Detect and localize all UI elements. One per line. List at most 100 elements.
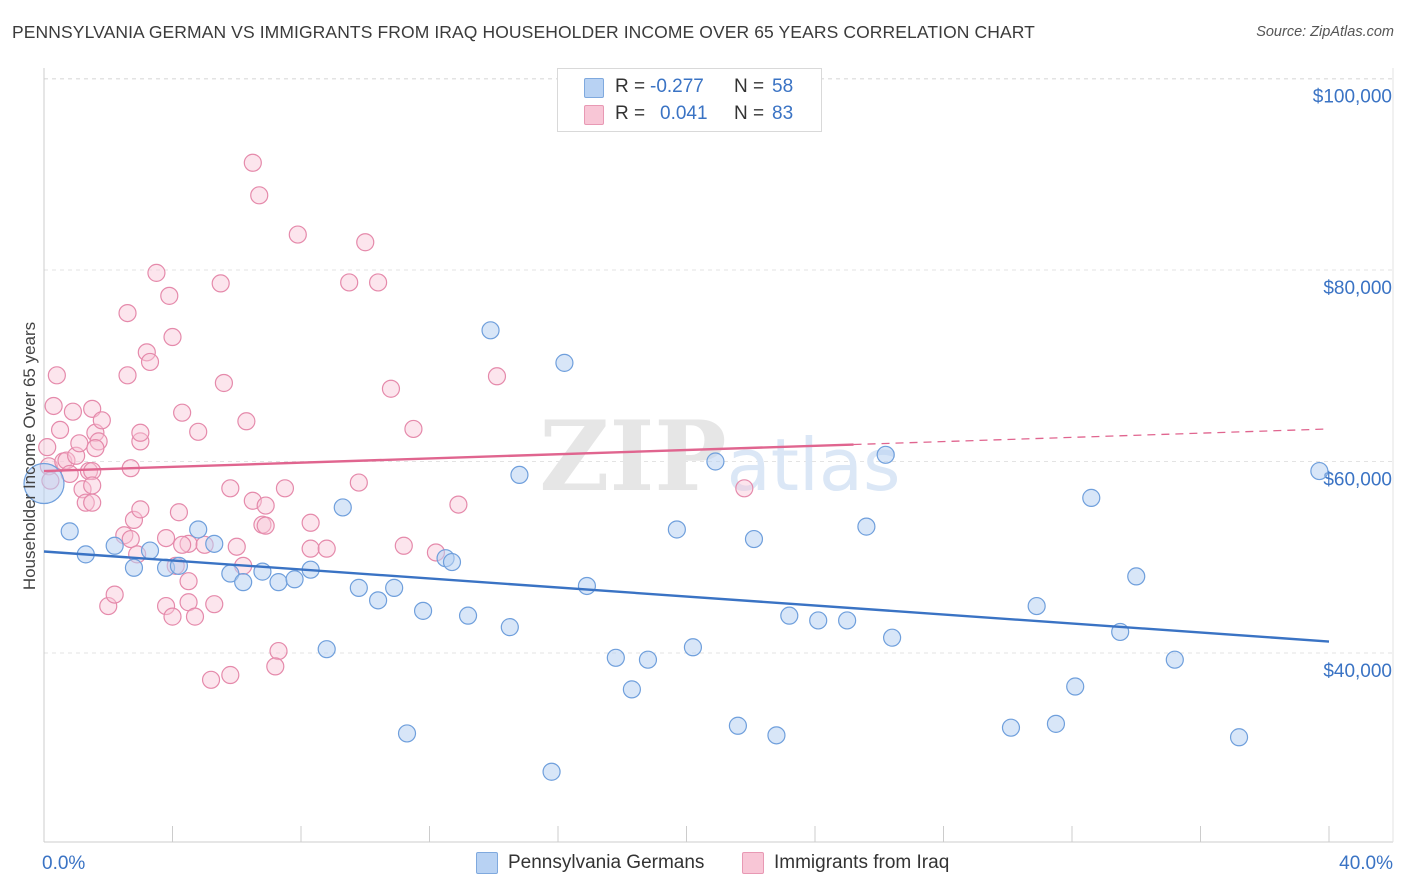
legend-r-value: -0.277 — [650, 76, 704, 97]
point-pennsylvania-germans — [333, 498, 352, 517]
y-axis-title: Householder Income Over 65 years — [20, 321, 39, 591]
point-pennsylvania-germans — [481, 321, 500, 340]
point-pennsylvania-germans — [622, 680, 641, 699]
chart-title: PENNSYLVANIA GERMAN VS IMMIGRANTS FROM I… — [12, 22, 1035, 42]
point-pennsylvania-germans — [1046, 714, 1066, 733]
point-pennsylvania-germans — [809, 611, 828, 630]
point-immigrants-from-iraq — [50, 420, 70, 440]
point-immigrants-from-iraq — [288, 225, 307, 244]
legend-r-value: 0.041 — [660, 103, 708, 124]
point-pennsylvania-germans — [1165, 650, 1184, 669]
point-immigrants-from-iraq — [83, 476, 102, 495]
point-immigrants-from-iraq — [173, 403, 192, 422]
point-immigrants-from-iraq — [256, 516, 275, 535]
point-immigrants-from-iraq — [73, 480, 92, 499]
point-pennsylvania-germans — [413, 601, 433, 620]
point-immigrants-from-iraq — [118, 303, 137, 323]
point-immigrants-from-iraq — [317, 539, 336, 558]
trendline-pennsylvania-germans — [43, 550, 1330, 643]
point-pennsylvania-germans — [105, 536, 124, 555]
point-pennsylvania-germans — [638, 650, 658, 669]
point-immigrants-from-iraq — [487, 367, 507, 386]
legend-swatch-pink — [742, 852, 764, 874]
point-immigrants-from-iraq — [140, 352, 160, 372]
point-immigrants-from-iraq — [47, 366, 66, 385]
point-immigrants-from-iraq — [70, 434, 89, 453]
point-pennsylvania-germans — [744, 529, 764, 549]
legend-item-immigrants-from-iraq[interactable]: Immigrants from Iraq — [742, 852, 949, 874]
point-immigrants-from-iraq — [404, 419, 423, 439]
point-immigrants-from-iraq — [243, 153, 262, 172]
point-immigrants-from-iraq — [169, 503, 189, 522]
point-immigrants-from-iraq — [201, 670, 221, 689]
point-immigrants-from-iraq — [214, 373, 233, 393]
point-pennsylvania-germans — [1001, 718, 1021, 737]
point-pennsylvania-germans — [838, 611, 857, 630]
point-pennsylvania-germans — [1066, 677, 1085, 696]
point-immigrants-from-iraq — [275, 479, 295, 498]
point-pennsylvania-germans — [780, 606, 799, 625]
point-immigrants-from-iraq — [160, 286, 179, 305]
legend-swatch-pink — [584, 105, 604, 125]
legend-r-label: R = — [615, 76, 646, 97]
point-immigrants-from-iraq — [131, 500, 150, 519]
point-immigrants-from-iraq — [237, 412, 256, 431]
legend-n-label: N = — [734, 76, 765, 97]
point-pennsylvania-germans — [683, 638, 703, 657]
point-pennsylvania-germans — [555, 353, 574, 372]
point-immigrants-from-iraq — [83, 493, 102, 512]
point-immigrants-from-iraq — [185, 607, 205, 626]
point-pennsylvania-germans — [510, 465, 529, 485]
point-pennsylvania-germans — [606, 648, 625, 667]
point-pennsylvania-germans — [1310, 461, 1329, 481]
point-pennsylvania-germans — [140, 541, 160, 560]
point-pennsylvania-germans — [269, 573, 288, 592]
point-pennsylvania-germans — [1082, 488, 1101, 507]
y-tick-label: $100,000 — [1313, 87, 1392, 108]
point-pennsylvania-germans — [189, 520, 208, 539]
point-immigrants-from-iraq — [121, 529, 140, 549]
point-immigrants-from-iraq — [205, 595, 224, 614]
point-pennsylvania-germans — [542, 762, 561, 781]
point-pennsylvania-germans — [349, 578, 368, 597]
point-pennsylvania-germans — [577, 576, 597, 596]
point-immigrants-from-iraq — [57, 451, 76, 470]
legend-swatch-blue — [584, 78, 604, 98]
point-immigrants-from-iraq — [449, 495, 468, 514]
point-immigrants-from-iraq — [124, 510, 144, 530]
point-immigrants-from-iraq — [356, 233, 375, 252]
point-pennsylvania-germans — [1027, 596, 1046, 616]
point-immigrants-from-iraq — [173, 535, 192, 554]
point-pennsylvania-germans — [876, 445, 895, 464]
point-immigrants-from-iraq — [211, 274, 230, 293]
point-immigrants-from-iraq — [349, 473, 368, 492]
point-immigrants-from-iraq — [99, 596, 118, 616]
point-immigrants-from-iraq — [92, 411, 111, 430]
watermark: ZIPatlas — [539, 400, 900, 513]
series-legend: Pennsylvania Germans Immigrants from Ira… — [0, 852, 1406, 878]
point-pennsylvania-germans — [500, 618, 519, 637]
point-pennsylvania-germans — [124, 558, 144, 577]
point-immigrants-from-iraq — [63, 402, 83, 421]
point-immigrants-from-iraq — [221, 665, 240, 685]
point-immigrants-from-iraq — [131, 423, 150, 442]
point-immigrants-from-iraq — [83, 461, 102, 481]
point-pennsylvania-germans — [369, 591, 388, 610]
point-immigrants-from-iraq — [86, 438, 105, 458]
point-pennsylvania-germans — [728, 716, 748, 735]
point-immigrants-from-iraq — [147, 263, 166, 282]
point-pennsylvania-germans — [205, 534, 224, 553]
point-immigrants-from-iraq — [156, 528, 176, 548]
point-immigrants-from-iraq — [340, 273, 359, 292]
legend-item-pennsylvania-germans[interactable]: Pennsylvania Germans — [476, 852, 704, 874]
point-pennsylvania-germans — [1229, 728, 1249, 747]
point-pennsylvania-germans — [317, 640, 336, 659]
point-pennsylvania-germans — [23, 462, 65, 505]
point-immigrants-from-iraq — [44, 396, 63, 416]
x-tick-label: 40.0% — [1339, 853, 1393, 874]
point-immigrants-from-iraq — [369, 273, 388, 292]
point-immigrants-from-iraq — [105, 585, 124, 604]
y-tick-label: $40,000 — [1323, 661, 1392, 682]
point-immigrants-from-iraq — [269, 641, 288, 661]
